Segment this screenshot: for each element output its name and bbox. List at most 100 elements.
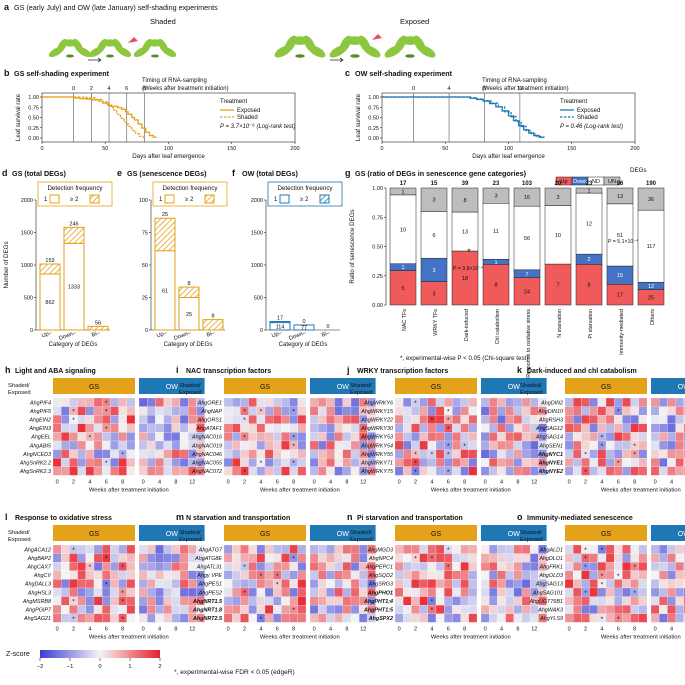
heatmap-cell (85, 458, 95, 467)
gene-label: AhgPHT1;5 (363, 608, 394, 614)
heatmap-cell (248, 432, 257, 442)
heatmap-cell (297, 596, 307, 606)
heatmap-cell (480, 570, 490, 580)
heatmap-cell (69, 587, 78, 597)
heatmap-cell (110, 397, 119, 407)
heatmap-cell (452, 579, 461, 589)
pvalue-dark-label: P = 3.8×10⁻⁴ (453, 266, 483, 272)
x-axis-label: Weeks after treatment initiation (601, 634, 681, 640)
bar-twice-label: 8 (187, 281, 190, 287)
heatmap-cell (118, 458, 127, 467)
heatmap-cell (163, 613, 172, 623)
heatmap-cell (188, 579, 197, 589)
heatmap-cell (126, 432, 136, 442)
heatmap-cell (326, 440, 335, 450)
heatmap-cell (264, 440, 274, 450)
heatmap-cell (581, 397, 590, 407)
heatmap-cell (93, 397, 103, 407)
heatmap-cell (232, 432, 241, 442)
heatmap-cell (573, 440, 582, 450)
heatmap-cell (118, 605, 127, 614)
heatmap-cell (589, 449, 598, 459)
leaf-shape (290, 36, 310, 45)
heatmap-cell (513, 466, 523, 476)
heatmap-cell (326, 579, 335, 589)
heatmap-cell (650, 562, 660, 571)
heatmap-cell (614, 466, 623, 476)
heatmap-cell (138, 587, 148, 597)
heatmap-cell (77, 440, 86, 450)
legend-title: Detection frequency (162, 185, 218, 192)
heatmap-cell (667, 432, 676, 442)
heatmap-cell (273, 587, 282, 597)
category-tick-label: Up– (156, 330, 169, 339)
heatmap-cell (630, 544, 639, 554)
heatmap-cell (630, 415, 639, 424)
heatmap-cell (460, 587, 469, 597)
heatmap-cell (155, 579, 164, 589)
heatmap-cell (589, 605, 598, 614)
heatmap-cell (342, 415, 352, 424)
heatmap-cell (85, 605, 95, 614)
heatmap-cell (614, 423, 623, 433)
heatmap-cell (452, 397, 461, 407)
heatmap-cell (334, 423, 343, 433)
arrow-head-icon (97, 57, 102, 63)
heatmap-cell (505, 423, 514, 433)
heatmap-cell (589, 458, 598, 467)
heatmap-cell (232, 466, 241, 476)
heatmap-cell (334, 432, 343, 442)
heatmap-cell (638, 440, 648, 450)
heatmap-cell (326, 613, 335, 623)
gene-label: AhgNRT1.8 (192, 608, 222, 614)
gs-week-tick: 4 (430, 479, 433, 485)
heatmap-cell (171, 458, 181, 467)
heatmap-cell (573, 579, 582, 589)
heatmap-cell (248, 406, 257, 416)
category-tick-label: Down– (288, 330, 307, 342)
heatmap-cell (264, 406, 274, 416)
heatmap-cell (309, 562, 319, 571)
heatmap-cell (223, 397, 233, 407)
heatmap-cell (403, 440, 412, 450)
heatmap-cell (223, 406, 233, 416)
heatmap-cell (232, 544, 241, 554)
heatmap-cell (505, 432, 514, 442)
gs-week-tick: 4 (430, 626, 433, 632)
heatmap-cell (489, 579, 498, 589)
heatmap-cell (403, 613, 412, 623)
x-tick-label: 150 (567, 146, 576, 152)
x-axis-label: Weeks after treatment initiation (601, 487, 681, 493)
heatmap-cell (318, 449, 327, 459)
heatmap-cell (126, 415, 136, 424)
heatmap-cell (505, 415, 514, 424)
heatmap-cell (394, 587, 404, 597)
heatmap-cell (683, 562, 685, 571)
legend-twice-swatch (319, 194, 330, 204)
heatmap-cell (505, 596, 514, 606)
heatmap-cell (52, 570, 62, 580)
heatmap-cell (93, 605, 103, 614)
ow-header (651, 525, 685, 541)
stack-up-label: 8 (494, 283, 497, 289)
heatmap-cell (452, 544, 461, 554)
x-tick-label: 0 (40, 146, 43, 152)
panel-letter: i (176, 365, 179, 375)
y-tick-label: 1000 (251, 263, 263, 269)
gs-header (53, 378, 135, 394)
heatmap-cell (318, 423, 327, 433)
heatmap-cell (419, 466, 428, 476)
shaded-plant-center (88, 38, 132, 58)
gene-label: AhgWRKY6 (363, 400, 393, 406)
heatmap-cell (334, 397, 343, 407)
heatmap-cell (289, 415, 298, 424)
heatmap-cell (573, 458, 582, 467)
heatmap-cell (394, 562, 404, 571)
heatmap-cell (61, 466, 70, 476)
gene-label: AhgDIN2 (540, 400, 563, 406)
heatmap-cell (521, 544, 531, 554)
y-tick-label: 0.00 (368, 136, 379, 142)
heatmap-cell (513, 397, 523, 407)
heatmap-cell (650, 587, 660, 597)
